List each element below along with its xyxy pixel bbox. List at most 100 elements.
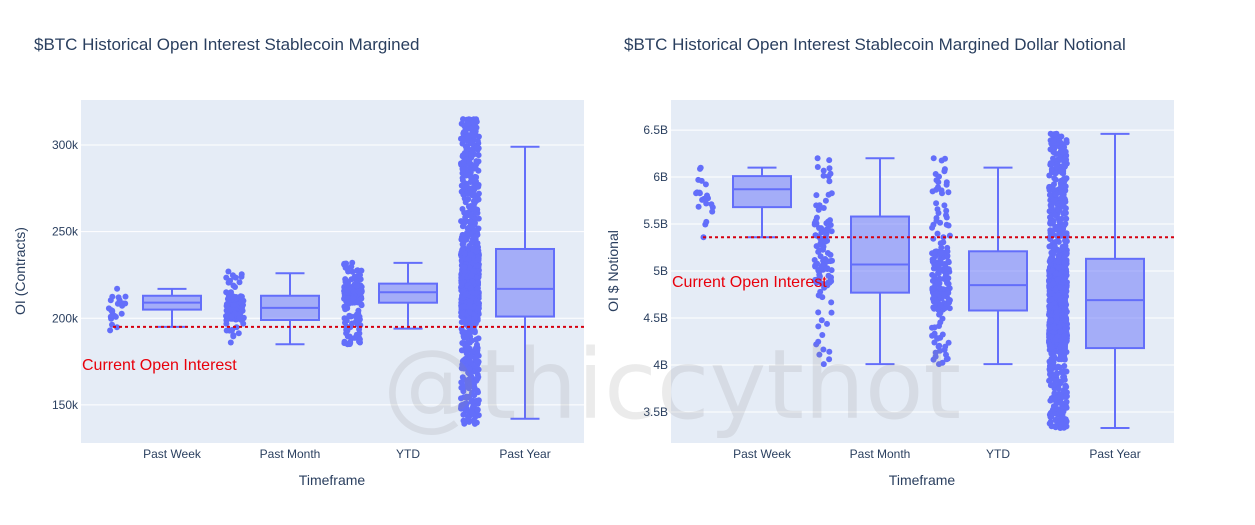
data-point xyxy=(471,315,478,322)
data-point xyxy=(466,331,473,337)
data-point xyxy=(945,259,952,266)
data-point xyxy=(224,296,231,302)
data-point xyxy=(461,264,468,271)
data-point xyxy=(471,198,478,205)
data-point xyxy=(353,282,360,289)
data-point xyxy=(469,140,476,147)
data-point xyxy=(468,272,475,279)
data-point xyxy=(465,415,472,422)
data-point xyxy=(825,218,832,225)
data-point xyxy=(459,177,466,184)
data-point xyxy=(1052,170,1059,177)
data-point xyxy=(936,275,943,282)
data-point xyxy=(466,302,473,309)
data-point xyxy=(815,309,822,316)
data-point xyxy=(346,312,353,319)
data-point xyxy=(459,374,466,381)
data-point xyxy=(1052,191,1059,198)
data-point xyxy=(944,280,950,286)
data-point xyxy=(813,192,820,199)
data-point xyxy=(473,377,480,384)
data-point xyxy=(942,343,949,350)
data-point xyxy=(822,197,829,204)
data-point xyxy=(476,300,482,307)
data-point xyxy=(937,301,944,308)
box-past-month xyxy=(260,272,320,346)
data-point xyxy=(937,285,944,292)
data-point xyxy=(825,173,832,180)
data-point xyxy=(705,195,711,202)
data-point xyxy=(465,317,472,324)
data-point xyxy=(459,309,466,316)
data-point xyxy=(699,196,706,203)
x-tick-label: Past Year xyxy=(1089,447,1140,461)
data-point xyxy=(351,273,358,280)
x-tick-label: Past Year xyxy=(499,447,550,461)
data-point xyxy=(223,289,230,296)
data-point xyxy=(475,152,482,159)
data-point xyxy=(816,351,823,358)
data-point xyxy=(828,190,835,197)
data-point xyxy=(1062,340,1069,347)
data-point xyxy=(826,165,833,172)
data-point xyxy=(822,238,829,245)
data-point xyxy=(931,330,938,337)
data-point xyxy=(820,346,827,353)
data-point xyxy=(1050,155,1056,162)
data-point xyxy=(1061,259,1068,266)
data-point xyxy=(460,152,466,159)
data-point xyxy=(458,395,464,402)
data-point xyxy=(347,340,354,347)
y-tick-label: 3.5B xyxy=(643,405,668,419)
data-point xyxy=(235,330,242,337)
data-point xyxy=(1054,292,1061,299)
data-point xyxy=(816,247,823,254)
data-point xyxy=(1060,162,1067,169)
data-point xyxy=(1052,325,1059,331)
y-tick-label: 200k xyxy=(52,311,79,325)
data-point xyxy=(826,178,833,185)
x-tick-label: YTD xyxy=(986,447,1010,461)
data-point xyxy=(460,417,467,424)
data-point xyxy=(1061,347,1067,354)
x-tick-label: Past Month xyxy=(850,447,911,461)
data-point xyxy=(237,310,244,317)
data-point xyxy=(820,172,827,179)
data-point xyxy=(1060,374,1067,380)
box-body xyxy=(968,250,1028,312)
data-point xyxy=(462,143,469,150)
data-point xyxy=(236,279,243,286)
data-point xyxy=(1048,344,1055,350)
current-open-interest-label: Current Open Interest xyxy=(672,274,827,291)
data-point xyxy=(935,210,942,216)
y-tick-label: 5B xyxy=(653,264,668,278)
data-point xyxy=(466,365,473,372)
data-point xyxy=(813,220,820,227)
data-point xyxy=(1047,256,1054,263)
data-point xyxy=(238,271,245,278)
data-point xyxy=(353,331,360,338)
data-point xyxy=(1056,349,1063,356)
data-point xyxy=(1055,385,1062,392)
data-point xyxy=(474,406,481,413)
data-point xyxy=(1051,243,1058,250)
data-point xyxy=(461,220,467,227)
data-point xyxy=(343,281,350,288)
data-point xyxy=(1051,239,1058,246)
data-point xyxy=(1046,184,1053,191)
data-point xyxy=(937,240,944,247)
data-point xyxy=(1058,400,1064,407)
data-point xyxy=(240,297,247,304)
data-point xyxy=(475,256,482,263)
data-point xyxy=(934,280,941,287)
data-point xyxy=(475,262,481,269)
data-point xyxy=(930,295,937,302)
data-point xyxy=(467,212,474,219)
data-point xyxy=(1052,395,1059,402)
data-point xyxy=(227,339,234,346)
y-tick-label: 6B xyxy=(653,170,668,184)
box-past-year xyxy=(495,145,555,420)
data-point xyxy=(814,164,821,170)
data-point xyxy=(473,363,480,370)
data-point xyxy=(945,189,952,196)
